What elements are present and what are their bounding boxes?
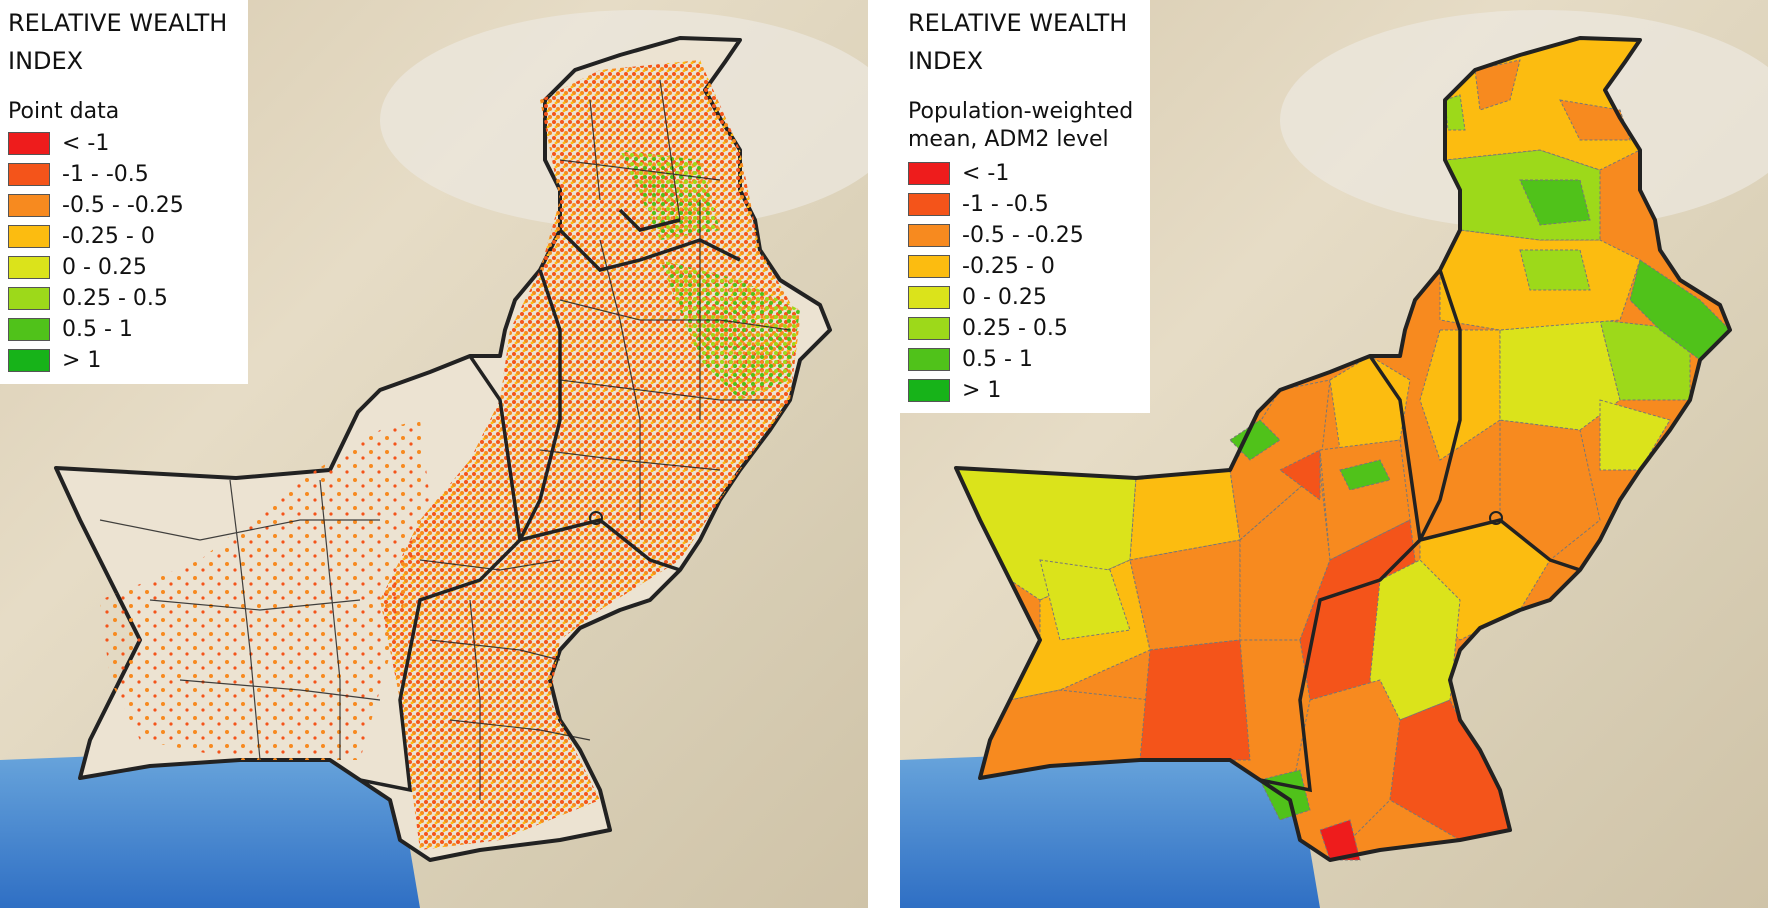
- legend-entry: < -1: [908, 158, 1084, 189]
- legend-label: -0.25 - 0: [62, 223, 155, 249]
- legend-entry: 0 - 0.25: [908, 282, 1084, 313]
- legend-swatch: [8, 163, 50, 186]
- legend-label: 0.25 - 0.5: [62, 285, 168, 311]
- map-legend: RELATIVE WEALTH INDEX Population-weighte…: [900, 0, 1150, 413]
- legend-label: 0 - 0.25: [62, 254, 147, 280]
- legend-swatch: [8, 225, 50, 248]
- legend-entry: > 1: [8, 345, 184, 376]
- map-legend: RELATIVE WEALTH INDEX Point data < -1 -1…: [0, 0, 248, 384]
- legend-title: RELATIVE WEALTH INDEX: [908, 9, 1128, 75]
- legend-label: -1 - -0.5: [962, 191, 1049, 217]
- legend-label: -1 - -0.5: [62, 161, 149, 187]
- legend-entry: 0 - 0.25: [8, 252, 184, 283]
- sea: [900, 748, 1320, 908]
- legend-entry: -0.25 - 0: [908, 251, 1084, 282]
- legend-swatch: [8, 132, 50, 155]
- legend-title: RELATIVE WEALTH INDEX: [8, 9, 228, 75]
- legend-entry: -0.5 - -0.25: [8, 190, 184, 221]
- legend-swatch: [908, 193, 950, 216]
- legend-label: > 1: [62, 347, 102, 373]
- legend-swatch: [8, 318, 50, 341]
- legend-label: 0 - 0.25: [962, 284, 1047, 310]
- sea: [0, 748, 420, 908]
- legend-subtitle: Point data: [8, 99, 120, 124]
- legend-swatch: [8, 194, 50, 217]
- legend-entry: > 1: [908, 375, 1084, 406]
- legend-swatch: [908, 286, 950, 309]
- map-panel-point-data: RELATIVE WEALTH INDEX Point data < -1 -1…: [0, 0, 868, 908]
- legend-swatch: [908, 348, 950, 371]
- capital-marker: [589, 511, 603, 525]
- adm2-districts: [955, 37, 1731, 861]
- legend-entry: -0.25 - 0: [8, 221, 184, 252]
- legend-label: < -1: [62, 130, 110, 156]
- legend-label: 0.5 - 1: [62, 316, 133, 342]
- legend-entry: -1 - -0.5: [8, 159, 184, 190]
- district-boundaries: [99, 79, 791, 800]
- legend-swatch: [8, 349, 50, 372]
- dense-points-north-east: [380, 60, 800, 850]
- map-canvas: [0, 0, 868, 908]
- legend-swatch: [908, 317, 950, 340]
- green-points-punjab: [660, 260, 800, 400]
- legend-label: -0.25 - 0: [962, 253, 1055, 279]
- map-panel-adm2-mean: RELATIVE WEALTH INDEX Population-weighte…: [900, 0, 1768, 908]
- legend-entry: 0.5 - 1: [908, 344, 1084, 375]
- legend-label: > 1: [962, 377, 1002, 403]
- legend-label: < -1: [962, 160, 1010, 186]
- capital-marker: [1489, 511, 1503, 525]
- legend-swatch: [908, 379, 950, 402]
- legend-entries: < -1 -1 - -0.5 -0.5 - -0.25 -0.25 - 0 0 …: [8, 128, 184, 376]
- legend-entry: 0.25 - 0.5: [8, 283, 184, 314]
- legend-label: -0.5 - -0.25: [62, 192, 184, 218]
- legend-swatch: [908, 224, 950, 247]
- green-points-north: [620, 150, 720, 240]
- map-canvas: [900, 0, 1768, 908]
- legend-label: 0.25 - 0.5: [962, 315, 1068, 341]
- legend-swatch: [908, 255, 950, 278]
- legend-swatch: [908, 162, 950, 185]
- legend-entry: < -1: [8, 128, 184, 159]
- province-boundaries: [1259, 269, 1581, 793]
- legend-swatch: [8, 256, 50, 279]
- legend-entry: -1 - -0.5: [908, 189, 1084, 220]
- legend-swatch: [8, 287, 50, 310]
- legend-entry: 0.25 - 0.5: [908, 313, 1084, 344]
- legend-entry: 0.5 - 1: [8, 314, 184, 345]
- sparse-points-west: [100, 420, 430, 760]
- province-boundaries: [359, 208, 741, 793]
- legend-entries: < -1 -1 - -0.5 -0.5 - -0.25 -0.25 - 0 0 …: [908, 158, 1084, 406]
- legend-label: 0.5 - 1: [962, 346, 1033, 372]
- legend-subtitle: Population-weighted mean, ADM2 level: [908, 99, 1134, 152]
- legend-label: -0.5 - -0.25: [962, 222, 1084, 248]
- legend-entry: -0.5 - -0.25: [908, 220, 1084, 251]
